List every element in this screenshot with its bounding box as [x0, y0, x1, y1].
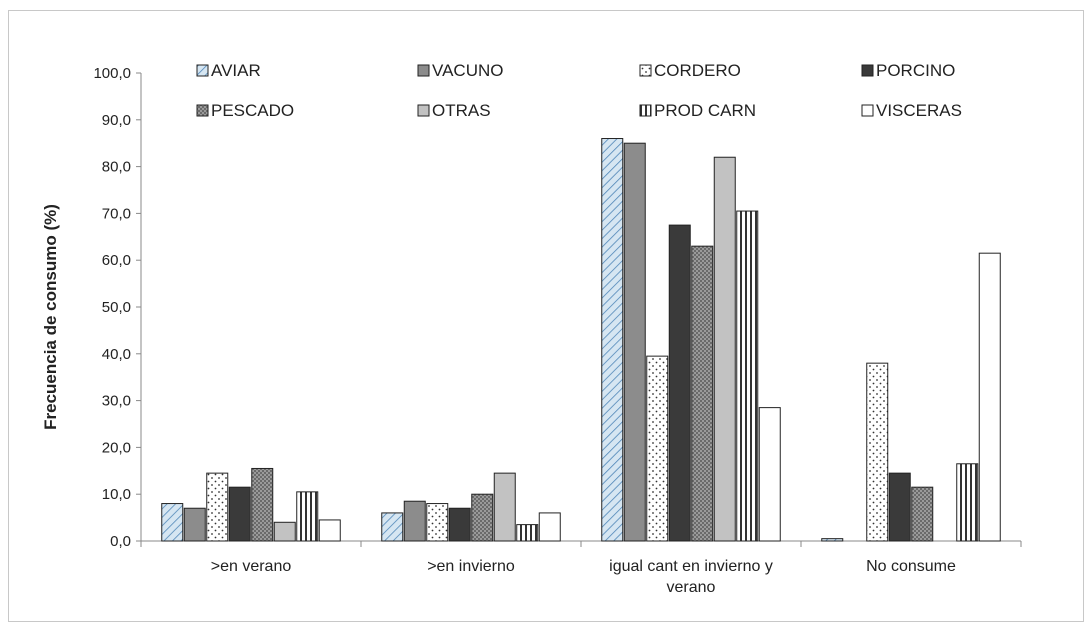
legend-label: AVIAR — [211, 61, 261, 80]
x-category-label: No consume — [866, 558, 956, 575]
x-category-label: verano — [667, 579, 716, 596]
bar-cordero — [426, 503, 449, 542]
x-category-label: igual cant en invierno y — [609, 558, 773, 575]
legend-swatch — [417, 104, 430, 117]
y-tick-label: 50,0 — [102, 299, 131, 316]
x-category-label: >en invierno — [427, 558, 515, 575]
bar-aviar — [381, 512, 404, 542]
legend-swatch — [861, 104, 874, 117]
legend-label: PROD CARN — [654, 101, 756, 120]
legend-label: OTRAS — [432, 101, 491, 120]
y-tick-label: 30,0 — [102, 393, 131, 410]
bar-porcino — [888, 472, 911, 542]
legend-swatch — [639, 104, 652, 117]
bar-otras — [713, 156, 736, 542]
bar-vacuno — [183, 507, 206, 542]
y-tick-label: 10,0 — [102, 486, 131, 503]
legend-label: PORCINO — [876, 61, 955, 80]
bar-prod-carn — [736, 210, 759, 542]
bars — [161, 138, 1001, 542]
legend-swatch — [196, 64, 209, 77]
bar-otras — [493, 472, 516, 542]
y-axis-title: Frecuencia de consumo (%) — [41, 204, 60, 430]
bar-vacuno — [623, 142, 646, 542]
bar-porcino — [668, 224, 691, 542]
bar-aviar — [601, 138, 624, 542]
y-tick-label: 100,0 — [93, 65, 131, 82]
legend-swatch — [196, 104, 209, 117]
bar-aviar — [161, 503, 184, 542]
bar-visceras — [538, 512, 561, 542]
bar-visceras — [318, 519, 341, 542]
bar-prod-carn — [516, 524, 539, 542]
bar-vacuno — [403, 500, 426, 542]
bar-aviar — [821, 538, 844, 542]
y-tick-label: 20,0 — [102, 439, 131, 456]
legend-swatch — [639, 64, 652, 77]
legend-label: CORDERO — [654, 61, 741, 80]
bar-pescado — [911, 486, 934, 542]
y-tick-label: 70,0 — [102, 205, 131, 222]
bar-otras — [273, 521, 296, 542]
legend: AVIAR VACUNO CORDERO PORCINO PESCADO OTRAS PRO… — [196, 61, 962, 120]
bar-prod-carn — [296, 491, 319, 542]
legend-swatch — [417, 64, 430, 77]
y-tick-label: 0,0 — [110, 533, 131, 550]
bar-cordero — [206, 472, 229, 542]
legend-swatch — [861, 64, 874, 77]
bar-cordero — [866, 362, 889, 542]
bar-porcino — [448, 507, 471, 542]
y-tick-label: 60,0 — [102, 252, 131, 269]
bar-cordero — [646, 355, 669, 542]
legend-label: PESCADO — [211, 101, 294, 120]
bar-visceras — [758, 407, 781, 542]
legend-label: VISCERAS — [876, 101, 962, 120]
y-tick-label: 90,0 — [102, 112, 131, 129]
bar-pescado — [251, 467, 274, 542]
y-tick-label: 80,0 — [102, 159, 131, 176]
bar-porcino — [228, 486, 251, 542]
bar-visceras — [978, 252, 1001, 542]
legend-label: VACUNO — [432, 61, 503, 80]
y-tick-label: 40,0 — [102, 346, 131, 363]
bar-prod-carn — [956, 463, 979, 542]
x-category-label: >en verano — [211, 558, 292, 575]
axes: 0,0 10,0 20,0 30,0 40,0 50,0 60,0 70,0 80,0 90,0 1… — [41, 65, 1022, 596]
bar-pescado — [691, 245, 714, 542]
bar-pescado — [471, 493, 494, 542]
